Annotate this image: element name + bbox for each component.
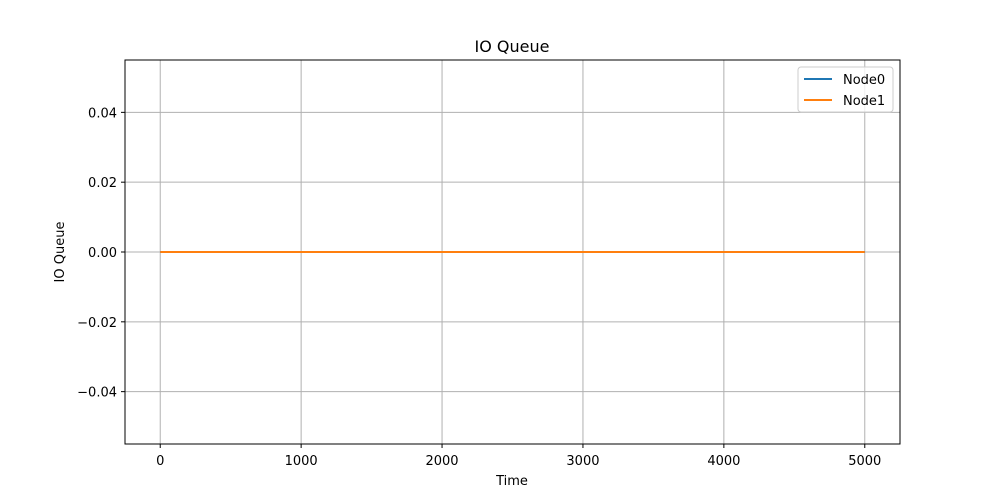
legend: Node0 Node1 bbox=[797, 66, 894, 113]
y-tick-label: 0.02 bbox=[88, 176, 117, 191]
axis-ticks: 0 1000 2000 3000 4000 5000 0.04 0.02 0.00 −0.02 −0… bbox=[77, 106, 881, 469]
x-tick-label: 1000 bbox=[285, 454, 318, 469]
x-tick-label: 0 bbox=[156, 454, 164, 469]
legend-label-node0: Node0 bbox=[843, 73, 885, 88]
y-tick-label: 0.04 bbox=[88, 106, 117, 121]
y-axis-label: IO Queue bbox=[53, 222, 68, 283]
x-tick-label: 3000 bbox=[566, 454, 599, 469]
x-tick-label: 2000 bbox=[425, 454, 458, 469]
y-tick-label: 0.00 bbox=[88, 246, 117, 261]
y-tick-label: −0.02 bbox=[77, 316, 117, 331]
chart-title: IO Queue bbox=[475, 37, 550, 56]
x-tick-label: 4000 bbox=[707, 454, 740, 469]
y-tick-label: −0.04 bbox=[77, 386, 117, 401]
legend-label-node1: Node1 bbox=[843, 94, 885, 109]
x-tick-label: 5000 bbox=[848, 454, 881, 469]
x-axis-label: Time bbox=[495, 474, 528, 489]
